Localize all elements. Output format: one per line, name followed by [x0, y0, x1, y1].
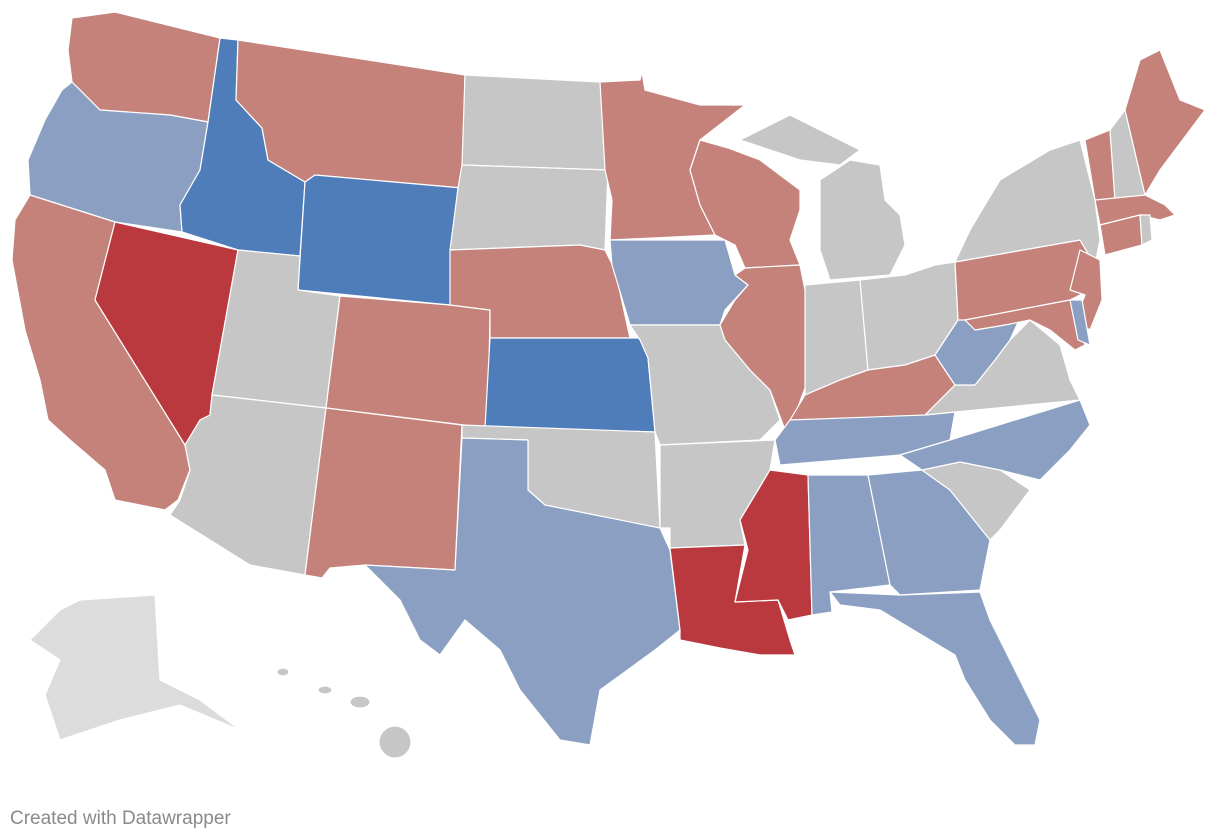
state [297, 174, 463, 306]
state [609, 239, 749, 326]
state [1124, 49, 1206, 196]
states [11, 11, 1206, 759]
state [378, 725, 412, 759]
state [461, 74, 609, 171]
state [325, 295, 491, 429]
state [304, 407, 463, 579]
state [449, 164, 609, 251]
state [829, 591, 1041, 746]
credit: Created with Datawrapper [10, 808, 231, 829]
state [349, 695, 371, 709]
state [819, 159, 906, 281]
state [739, 114, 861, 166]
state [954, 139, 1101, 266]
state [1139, 214, 1153, 246]
state [484, 337, 656, 433]
state [1069, 299, 1091, 346]
state [899, 399, 1091, 481]
state [29, 594, 241, 741]
state [317, 685, 333, 695]
state [276, 667, 290, 677]
state [669, 544, 796, 656]
state [364, 437, 681, 746]
